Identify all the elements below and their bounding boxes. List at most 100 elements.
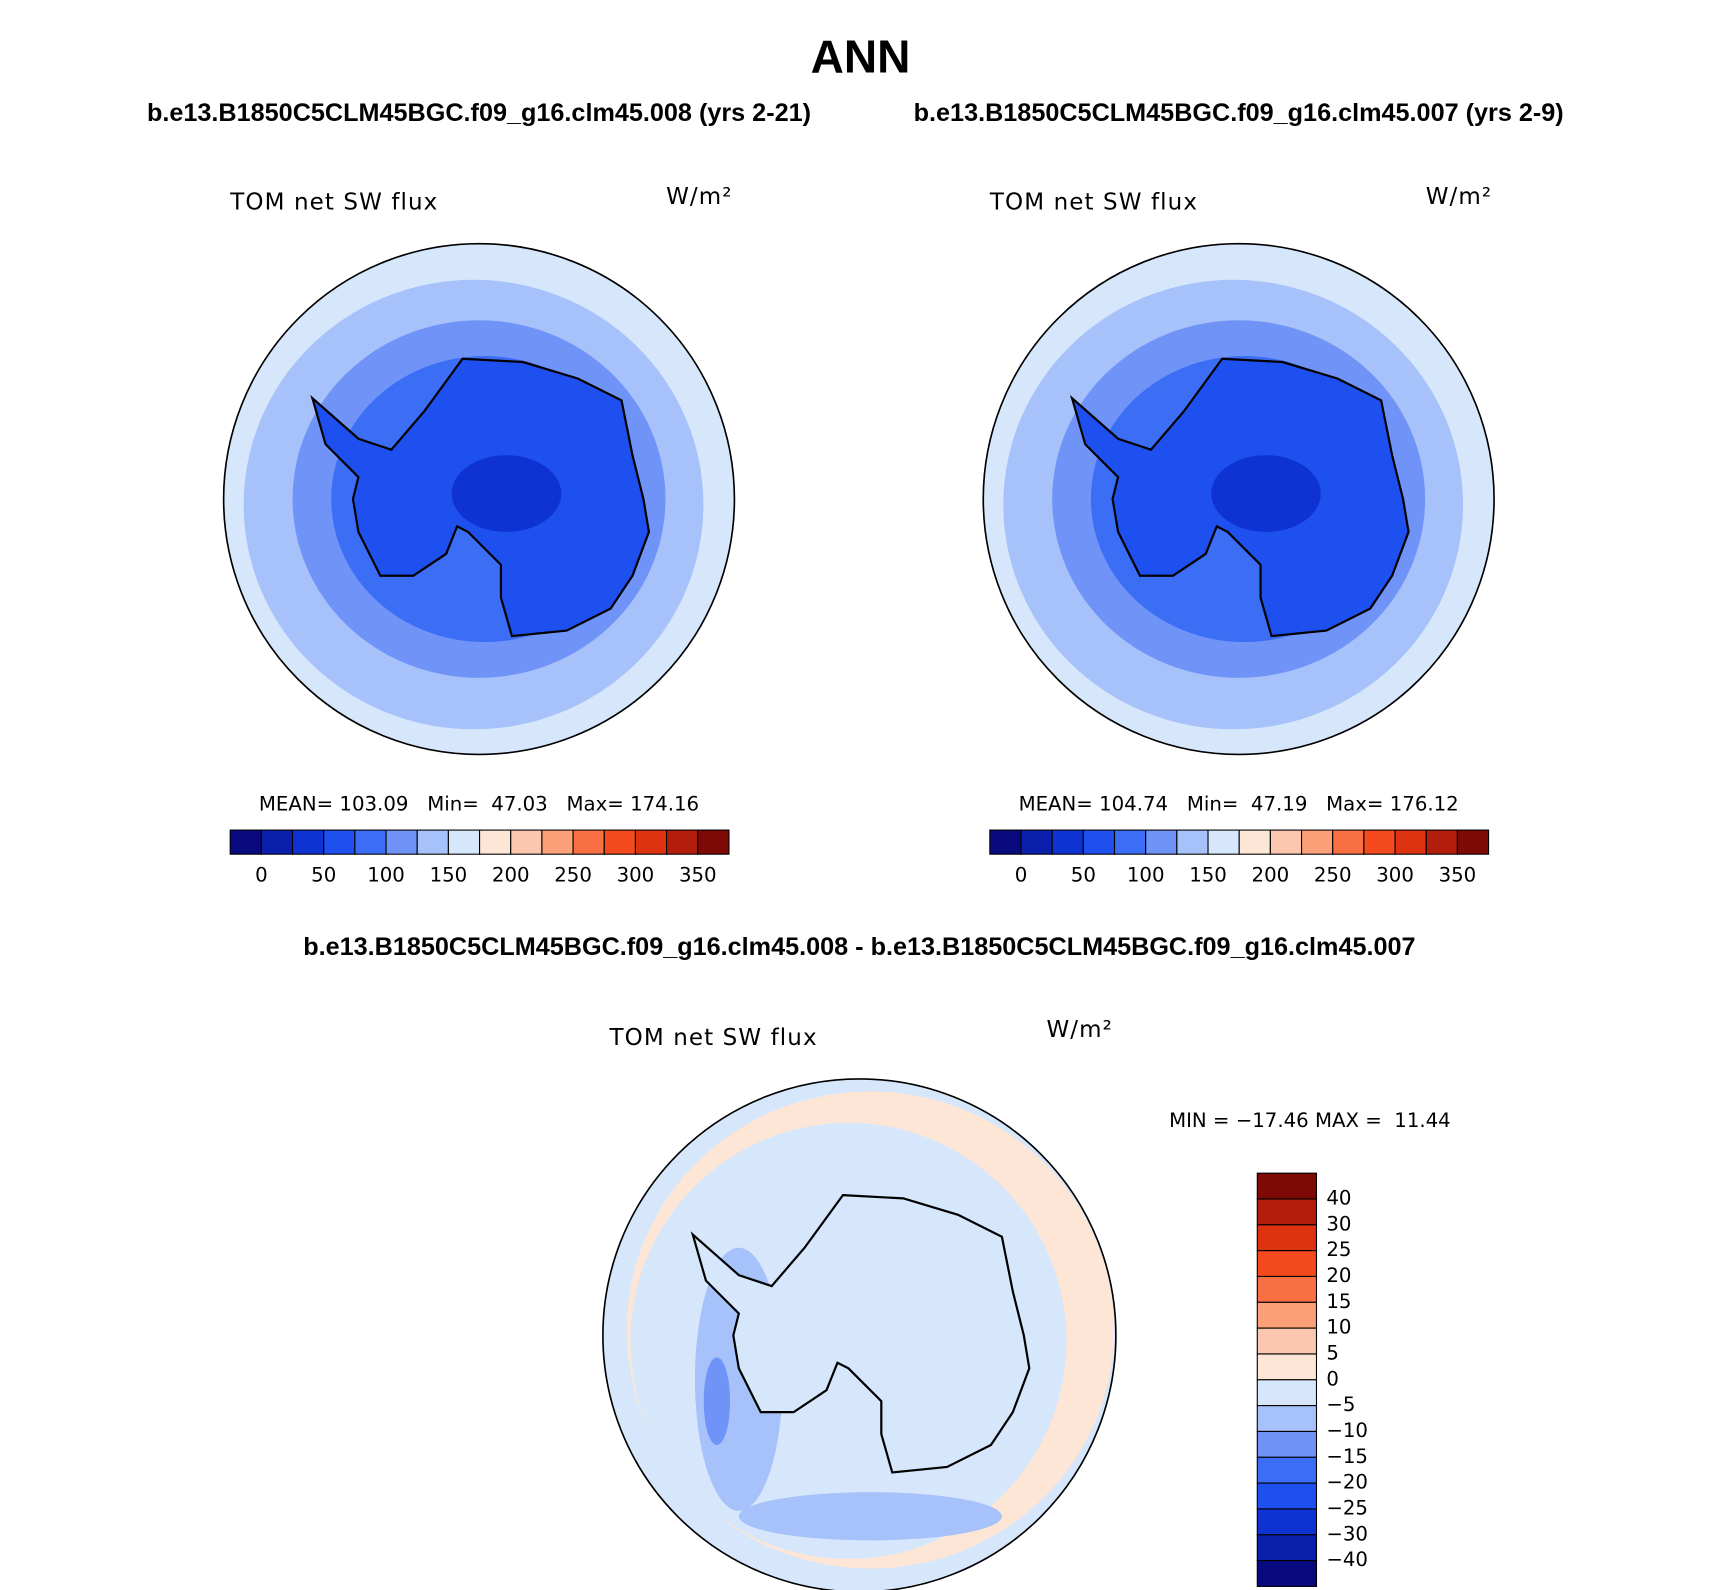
map-border <box>602 1078 1117 1590</box>
colorbar-box <box>1256 1456 1318 1484</box>
colorbar-box <box>1020 829 1053 855</box>
colorbar-label: 20 <box>1326 1264 1351 1287</box>
colorbar-box <box>1425 829 1458 855</box>
colorbar-label: 15 <box>1326 1290 1351 1313</box>
stats: MEAN= 104.74 Min= 47.19 Max= 176.12 <box>1019 792 1459 815</box>
figure-title: ANN <box>811 31 911 83</box>
colorbar-box <box>1256 1353 1318 1381</box>
colorbar-label: 250 <box>554 864 592 887</box>
stats: MEAN= 103.09 Min= 47.03 Max= 174.16 <box>259 792 699 815</box>
colorbar-label: 150 <box>1189 864 1227 887</box>
colorbar-box <box>1256 1379 1318 1407</box>
colorbar-label: 150 <box>430 864 468 887</box>
colorbar-box <box>1256 1405 1318 1433</box>
colorbar-label: −5 <box>1326 1393 1355 1416</box>
colorbar-label: 30 <box>1326 1212 1351 1235</box>
colorbar-box <box>510 829 543 855</box>
colorbar-label: 200 <box>1252 864 1290 887</box>
colorbar-label: 0 <box>255 864 268 887</box>
contour <box>1211 455 1321 532</box>
colorbar-box <box>1394 829 1427 855</box>
map-units: W/m² <box>1046 1017 1113 1043</box>
panel-header: b.e13.B1850C5CLM45BGC.f09_g16.clm45.008 … <box>303 933 1415 961</box>
colorbar-box <box>229 829 262 855</box>
colorbar-label: 40 <box>1326 1187 1351 1210</box>
colorbar-label: 10 <box>1326 1316 1351 1339</box>
colorbar-label: 100 <box>367 864 405 887</box>
colorbar-label: 25 <box>1326 1238 1351 1261</box>
colorbar-box <box>1256 1224 1318 1252</box>
map <box>222 242 736 756</box>
colorbar-label: 350 <box>679 864 717 887</box>
colorbar-label: 0 <box>1326 1367 1339 1390</box>
colorbar-box <box>1082 829 1116 855</box>
colorbar-label: 350 <box>1439 864 1477 887</box>
map-units: W/m² <box>1426 184 1493 210</box>
colorbar-label: 50 <box>311 864 336 887</box>
colorbar-label: −40 <box>1326 1548 1368 1571</box>
colorbar-box <box>1256 1508 1318 1536</box>
colorbar-box <box>1256 1560 1318 1587</box>
colorbar-label: 300 <box>617 864 655 887</box>
colorbar-label: 300 <box>1376 864 1414 887</box>
colorbar-box <box>1363 829 1396 855</box>
map-border <box>222 242 736 756</box>
colorbar-box <box>260 829 294 855</box>
map-label: TOM net SW flux <box>229 190 438 216</box>
continent <box>690 1193 1031 1474</box>
colorbar-label: 250 <box>1314 864 1352 887</box>
colorbar-label: 100 <box>1127 864 1165 887</box>
colorbar-label: 200 <box>492 864 530 887</box>
colorbar-box <box>1145 829 1178 855</box>
map-border <box>982 242 1495 756</box>
contour <box>451 455 562 532</box>
colorbar-box <box>1256 1327 1318 1355</box>
colorbar-box <box>1256 1172 1318 1200</box>
colorbar-label: 50 <box>1071 864 1096 887</box>
colorbar-box <box>989 829 1022 855</box>
colorbar-box <box>634 829 668 855</box>
map <box>982 242 1495 756</box>
colorbar-box <box>603 829 636 855</box>
colorbar-box <box>1176 829 1209 855</box>
colorbar-box <box>1051 829 1084 855</box>
colorbar-label: −15 <box>1326 1445 1368 1468</box>
colorbar-label: 0 <box>1015 864 1028 887</box>
colorbar-box <box>354 829 387 855</box>
colorbar-box <box>1256 1250 1318 1278</box>
colorbar-box <box>1456 829 1490 855</box>
colorbar-box <box>291 829 325 855</box>
colorbar-box <box>385 829 418 855</box>
colorbar-box <box>416 829 449 855</box>
colorbar-box <box>1256 1198 1318 1226</box>
map <box>602 1078 1117 1590</box>
colorbar-box <box>1256 1301 1318 1329</box>
colorbar-box <box>323 829 356 855</box>
colorbar-box <box>1256 1482 1318 1510</box>
colorbar-label: −20 <box>1326 1471 1368 1494</box>
colorbar-label: −25 <box>1326 1496 1368 1519</box>
colorbar-box <box>479 829 512 855</box>
panel-header: b.e13.B1850C5CLM45BGC.f09_g16.clm45.008 … <box>147 99 811 127</box>
colorbar-box <box>1207 829 1240 855</box>
colorbar-box <box>697 829 730 855</box>
contour <box>738 1492 1002 1541</box>
contour <box>703 1357 731 1446</box>
colorbar-box <box>666 829 699 855</box>
colorbar-box <box>1332 829 1365 855</box>
colorbar-box <box>447 829 481 855</box>
colorbar-box <box>1256 1275 1318 1303</box>
colorbar-label: −10 <box>1326 1419 1368 1442</box>
colorbar-box <box>541 829 574 855</box>
map-label: TOM net SW flux <box>609 1025 818 1051</box>
colorbar-box <box>1256 1534 1318 1562</box>
map-units: W/m² <box>666 184 733 210</box>
colorbar-label: −30 <box>1326 1522 1368 1545</box>
colorbar-label: 5 <box>1326 1341 1339 1364</box>
panel-header: b.e13.B1850C5CLM45BGC.f09_g16.clm45.007 … <box>914 99 1564 127</box>
colorbar-box <box>572 829 605 855</box>
colorbar-box <box>1238 829 1271 855</box>
colorbar-box <box>1300 829 1334 855</box>
colorbar-box <box>1113 829 1147 855</box>
